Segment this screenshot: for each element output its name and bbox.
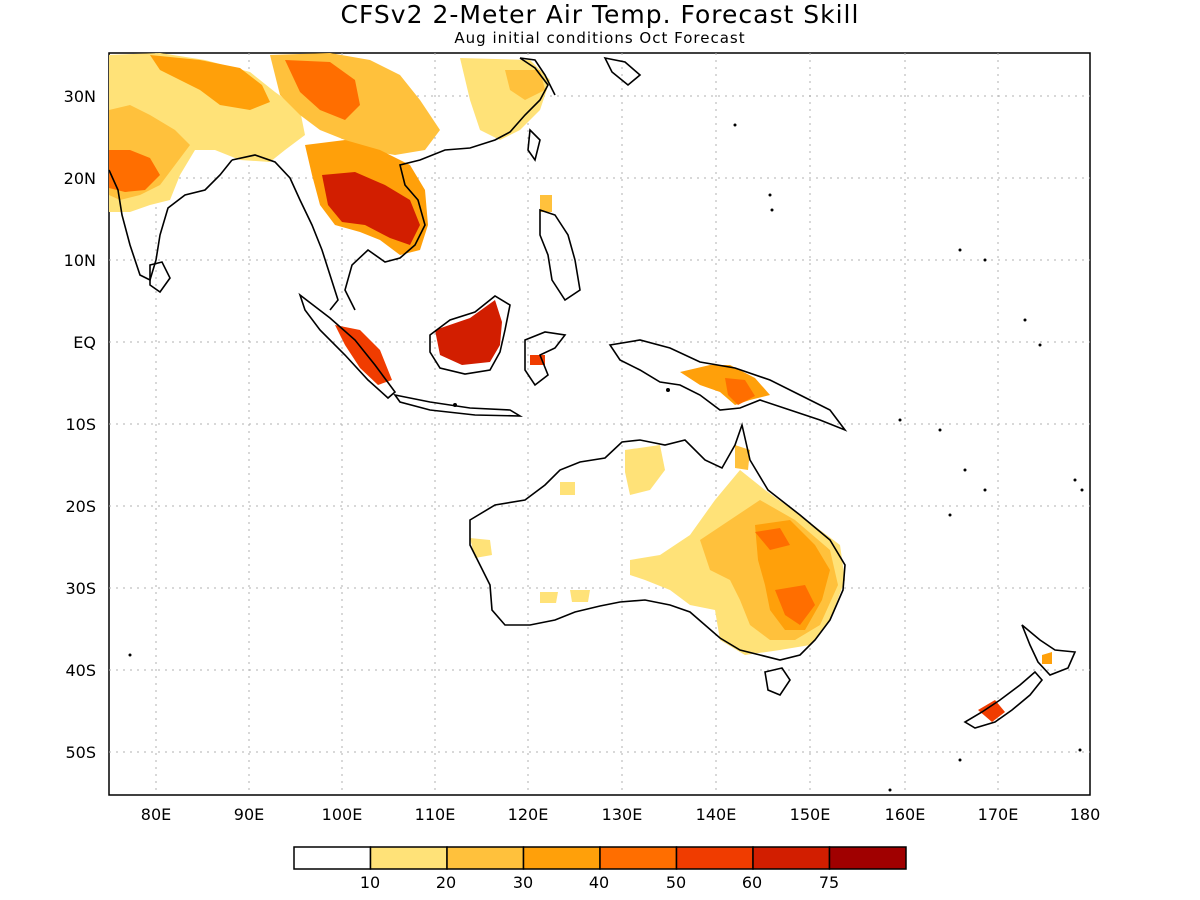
skill-region-himalaya <box>150 55 270 110</box>
lon-axis: 80E 90E 100E 110E 120E 130E 140E 150E 16… <box>141 805 1101 824</box>
skill-region-new-zealand-north <box>1042 652 1052 664</box>
small-islands <box>128 123 1084 792</box>
coast-nz-south <box>963 670 1044 729</box>
coast-japan <box>603 56 642 87</box>
coast-south-china <box>344 57 549 311</box>
lon-label: 110E <box>415 805 456 824</box>
coast-sumatra <box>298 292 397 400</box>
lat-label: 40S <box>65 661 96 680</box>
lon-label: 160E <box>885 805 926 824</box>
legend-label: 30 <box>513 873 533 892</box>
coast-east-china <box>519 57 556 96</box>
coast-new-guinea <box>608 339 848 432</box>
coast-myanmar <box>231 154 339 311</box>
skill-region-philippines <box>540 195 552 212</box>
skill-region-kimberley <box>560 482 575 495</box>
map-title: CFSv2 2-Meter Air Temp. Forecast Skill <box>340 0 860 29</box>
legend-swatch <box>522 846 601 870</box>
skill-region-cape-york <box>735 445 750 470</box>
skill-region-north-australia <box>625 445 665 495</box>
legend-label: 75 <box>819 873 839 892</box>
legend-swatch <box>599 846 678 870</box>
skill-region-qld-peak <box>755 528 790 550</box>
legend-label: 20 <box>436 873 456 892</box>
legend-swatch <box>675 846 754 870</box>
coast-tasmania <box>764 667 791 696</box>
lon-label: 100E <box>322 805 363 824</box>
coast-sri-lanka <box>149 261 171 294</box>
lon-label: 140E <box>696 805 737 824</box>
lat-label: 10S <box>65 415 96 434</box>
legend-swatch <box>828 846 907 870</box>
skill-region-india-high <box>109 150 160 192</box>
skill-region-borneo <box>435 300 502 365</box>
coast-nz-north <box>1021 624 1077 676</box>
skill-region-east-china-mid <box>505 70 545 100</box>
coast-sulawesi <box>524 331 567 387</box>
coast-java <box>393 393 523 417</box>
legend-swatch <box>369 846 448 870</box>
legend-boxes <box>293 846 907 870</box>
skill-region-nsw-peak <box>775 585 815 625</box>
skill-region-west-australia <box>470 538 492 558</box>
lat-label: EQ <box>73 333 96 352</box>
map-subtitle: Aug initial conditions Oct Forecast <box>454 29 746 47</box>
coastlines <box>108 56 1077 729</box>
lat-label: 30N <box>64 87 96 106</box>
lon-label: 170E <box>978 805 1019 824</box>
lon-label: 90E <box>234 805 264 824</box>
lat-label: 30S <box>65 579 96 598</box>
coast-borneo <box>429 295 511 375</box>
skill-region-indochina-high <box>322 172 420 245</box>
lat-label: 20N <box>64 169 96 188</box>
skill-region-china-high <box>285 60 360 120</box>
skill-shading <box>109 53 1052 722</box>
color-legend: 10 20 30 40 50 60 75 <box>293 846 907 892</box>
skill-region-bight-a <box>540 592 558 603</box>
skill-region-bight-b <box>570 590 590 602</box>
lon-label: 130E <box>602 805 643 824</box>
skill-region-new-zealand-south <box>978 700 1005 722</box>
coast-taiwan <box>527 128 541 162</box>
lat-label: 10N <box>64 251 96 270</box>
lat-label: 50S <box>65 743 96 762</box>
coast-philippines <box>539 208 581 302</box>
gridlines <box>109 53 1090 795</box>
lon-label: 120E <box>508 805 549 824</box>
lat-label: 20S <box>65 497 96 516</box>
legend-label: 10 <box>360 873 380 892</box>
legend-swatch <box>446 846 525 870</box>
legend-labels: 10 20 30 40 50 60 75 <box>360 873 839 892</box>
lon-label: 80E <box>141 805 171 824</box>
lon-label: 180 <box>1070 805 1101 824</box>
coast-australia <box>469 422 846 661</box>
legend-label: 60 <box>742 873 762 892</box>
legend-swatch <box>293 846 372 870</box>
legend-swatch <box>752 846 831 870</box>
skill-region-new-guinea-high <box>725 378 755 405</box>
legend-label: 50 <box>666 873 686 892</box>
legend-label: 40 <box>589 873 609 892</box>
coast-india <box>108 159 233 282</box>
lon-label: 150E <box>790 805 831 824</box>
lat-axis: 30N 20N 10N EQ 10S 20S 30S 40S 50S <box>64 87 96 762</box>
